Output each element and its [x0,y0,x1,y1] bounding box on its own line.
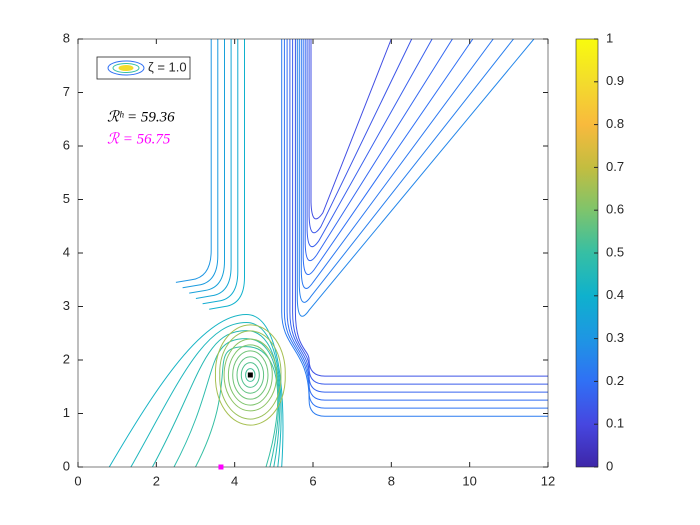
contour-line [108,313,284,467]
colorbar-tick-label: 0.4 [606,287,624,302]
legend-icon [107,60,145,76]
contour-line [195,39,232,299]
annotation: ℛ = 56.75 [107,131,171,147]
x-tick-label: 10 [462,473,476,488]
contour-line [173,338,280,467]
contour-line [302,39,474,276]
legend-label: ζ = 1.0 [148,59,187,74]
colorbar-tick-label: 0.8 [606,116,624,131]
contour-line [223,338,278,412]
contour-line [182,39,219,289]
contour-line [308,39,413,234]
contour-line [130,321,282,467]
contour-line [214,324,286,426]
colorbar-tick-label: 0.7 [606,159,624,174]
x-tick-label: 0 [74,473,81,488]
contour-line [232,350,269,400]
colorbar-tick-label: 0.6 [606,202,624,217]
contour-line [310,39,392,220]
contour-line [219,330,282,420]
contour-line [236,356,265,394]
contour-line [300,39,494,289]
contour-line [306,39,433,248]
colorbar-tick-label: 0.1 [606,416,624,431]
y-tick-label: 7 [63,84,70,99]
marker-point [218,464,224,470]
contour-line [240,362,260,388]
contour-line [175,39,212,283]
x-tick-label: 8 [388,473,395,488]
x-tick-label: 6 [309,473,316,488]
x-tick-label: 12 [541,473,555,488]
contour-line [195,346,279,467]
y-tick-label: 3 [63,298,70,313]
y-tick-label: 4 [63,244,70,259]
marker-point [247,372,253,378]
contour-line [296,39,535,317]
annotation: ℛʰ = 59.36 [107,109,175,125]
contour-line [209,39,245,310]
contour-line [304,39,453,262]
contour-line [227,344,273,406]
legend-icon [118,65,134,71]
contour-line [151,330,281,467]
contour-line [298,39,514,303]
contour-line [294,39,548,377]
colorbar-tick-label: 0.5 [606,244,624,259]
y-tick-label: 5 [63,191,70,206]
colorbar-tick-label: 1 [606,30,613,45]
x-tick-label: 4 [231,473,238,488]
y-tick-label: 0 [63,458,70,473]
y-tick-label: 6 [63,137,70,152]
contour-line [281,39,548,417]
y-tick-label: 8 [63,30,70,45]
y-tick-label: 2 [63,351,70,366]
contours [108,39,548,467]
colorbar-tick-label: 0 [606,458,613,473]
legend-icon [112,63,140,73]
contour-line [202,39,239,305]
contour-line [245,368,256,382]
contour-line [292,39,548,385]
x-tick-label: 2 [153,473,160,488]
colorbar-tick-label: 0.2 [606,373,624,388]
contour-line [189,39,225,294]
colorbar-tick-label: 0.9 [606,73,624,88]
y-tick-label: 1 [63,405,70,420]
colorbar-tick-label: 0.3 [606,330,624,345]
